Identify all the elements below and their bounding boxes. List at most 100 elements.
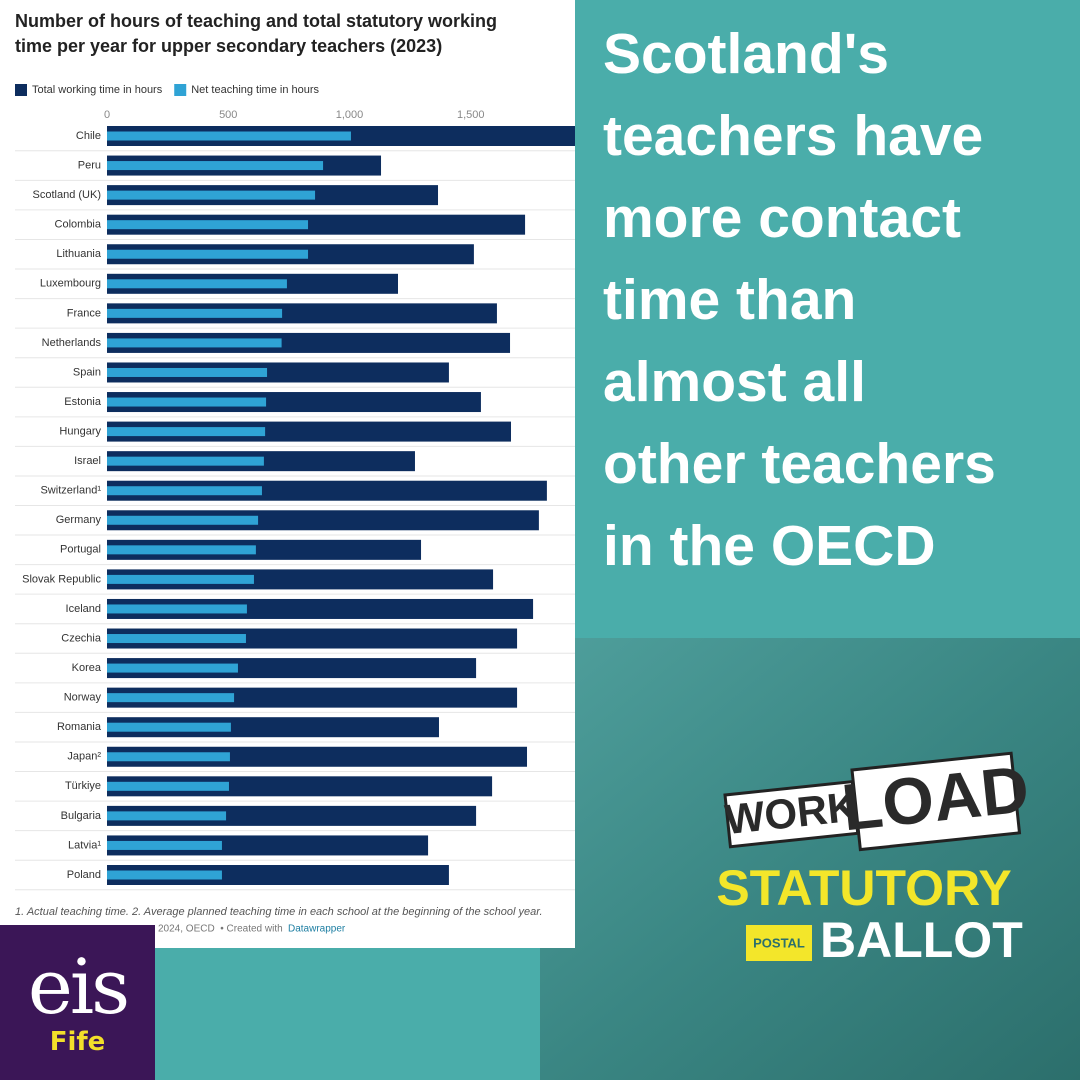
- headline-line: more contact: [603, 186, 961, 250]
- y-tick-label: France: [67, 307, 101, 319]
- bar-total: [107, 598, 534, 619]
- bar-total: [107, 510, 539, 531]
- headline-line: time than: [603, 268, 856, 332]
- bar-net: [107, 249, 309, 259]
- bar-net: [107, 456, 264, 466]
- y-tick-label: Lithuania: [56, 248, 102, 260]
- bar-net: [107, 693, 235, 703]
- bar-total: [107, 805, 477, 826]
- y-tick-label: Korea: [72, 662, 102, 674]
- bar-net: [107, 663, 238, 673]
- footnote: 1. Actual teaching time. 2. Average plan…: [15, 906, 543, 918]
- headline-line: almost all: [603, 350, 866, 414]
- bar-net: [107, 604, 247, 614]
- bar-total: [107, 539, 422, 560]
- bar-total: [107, 687, 518, 708]
- bar-net: [107, 486, 262, 496]
- y-tick-label: Netherlands: [42, 337, 102, 349]
- postal-box: [746, 925, 812, 961]
- y-tick-label: Norway: [64, 692, 102, 704]
- headline-line: Scotland's: [603, 22, 889, 86]
- y-tick-label: Chile: [76, 130, 101, 142]
- y-tick-label: Slovak Republic: [22, 573, 101, 585]
- ballot: BALLOT: [820, 912, 1023, 968]
- bar-net: [107, 308, 283, 318]
- bar-net: [107, 811, 227, 821]
- branch-name: eis: [27, 942, 130, 1031]
- bar-net: [107, 338, 282, 348]
- x-tick-label: 1,000: [336, 109, 364, 121]
- x-tick-label: 500: [219, 109, 237, 121]
- y-tick-label: Japan²: [67, 751, 101, 763]
- y-tick-label: Latvia¹: [68, 839, 101, 851]
- postal: POSTAL: [753, 935, 805, 950]
- bar-net: [107, 161, 324, 171]
- y-tick-label: Portugal: [60, 544, 101, 556]
- y-tick-label: Peru: [78, 159, 101, 171]
- x-tick-label: 1,500: [457, 109, 485, 121]
- bar-net: [107, 397, 267, 407]
- bar-net: [107, 545, 256, 555]
- source: 2024, OECD • Created with: [158, 924, 283, 935]
- y-tick-label: Colombia: [55, 219, 102, 231]
- bar-total: [107, 776, 493, 797]
- headline: Scotland's teachers have more contact time …: [603, 22, 996, 578]
- legend-swatch: [174, 84, 187, 96]
- bar-net: [107, 190, 316, 200]
- bar-total: [107, 480, 547, 501]
- bar-net: [107, 752, 230, 762]
- y-tick-label: Switzerland¹: [40, 485, 101, 497]
- bar-net: [107, 781, 229, 791]
- headline-line: other teachers: [603, 432, 996, 496]
- y-tick-label: Germany: [56, 514, 102, 526]
- chart-title: Number of hours of teaching and total st…: [15, 11, 497, 31]
- y-tick-label: Bulgaria: [61, 810, 102, 822]
- credit-link[interactable]: Datawrapper: [288, 924, 346, 935]
- bar-total: [107, 717, 439, 738]
- load-box: LOAD: [839, 751, 1032, 852]
- bar-total: [107, 658, 477, 679]
- statutory: STATUTORY: [716, 860, 1011, 916]
- y-tick-label: Türkiye: [65, 780, 101, 792]
- bar-net: [107, 574, 254, 584]
- y-tick-label: Czechia: [61, 632, 102, 644]
- y-tick-label: Iceland: [66, 603, 101, 615]
- branch-area: Fife: [49, 1027, 106, 1057]
- bar-net: [107, 131, 351, 141]
- bar-total: [107, 362, 449, 383]
- branch-logo: eis Fife: [0, 925, 155, 1080]
- y-tick-label: Spain: [73, 366, 101, 378]
- bar-total: [107, 303, 497, 324]
- bar-net: [107, 279, 287, 289]
- y-tick-label: Luxembourg: [40, 278, 101, 290]
- bar-total: [107, 746, 528, 767]
- bar-net: [107, 870, 222, 880]
- bar-total: [107, 332, 511, 353]
- bar-total: [107, 214, 526, 235]
- bar-net: [107, 427, 266, 437]
- legend-swatch: [15, 84, 27, 96]
- y-tick-label: Scotland (UK): [33, 189, 101, 201]
- y-tick-label: Israel: [74, 455, 101, 467]
- chart-title: time per year for upper secondary teache…: [15, 36, 442, 56]
- bar-net: [107, 220, 309, 230]
- y-tick-label: Poland: [67, 869, 101, 881]
- legend-label: Net teaching time in hours: [191, 84, 319, 96]
- headline-line: teachers have: [603, 104, 983, 168]
- bar-net: [107, 515, 259, 525]
- bar-total: [107, 421, 512, 442]
- bar-total: [107, 569, 494, 590]
- bar-total: [107, 392, 481, 413]
- chart: Number of hours of teaching and total st…: [0, 0, 575, 948]
- bar-net: [107, 722, 231, 732]
- y-tick-label: Estonia: [64, 396, 102, 408]
- bar-net: [107, 634, 246, 644]
- y-tick-label: Hungary: [59, 426, 101, 438]
- photo: [540, 638, 1080, 1080]
- bar-total: [107, 865, 449, 885]
- bar-net: [107, 367, 268, 377]
- bar-net: [107, 840, 222, 850]
- legend-label: Total working time in hours: [32, 84, 163, 96]
